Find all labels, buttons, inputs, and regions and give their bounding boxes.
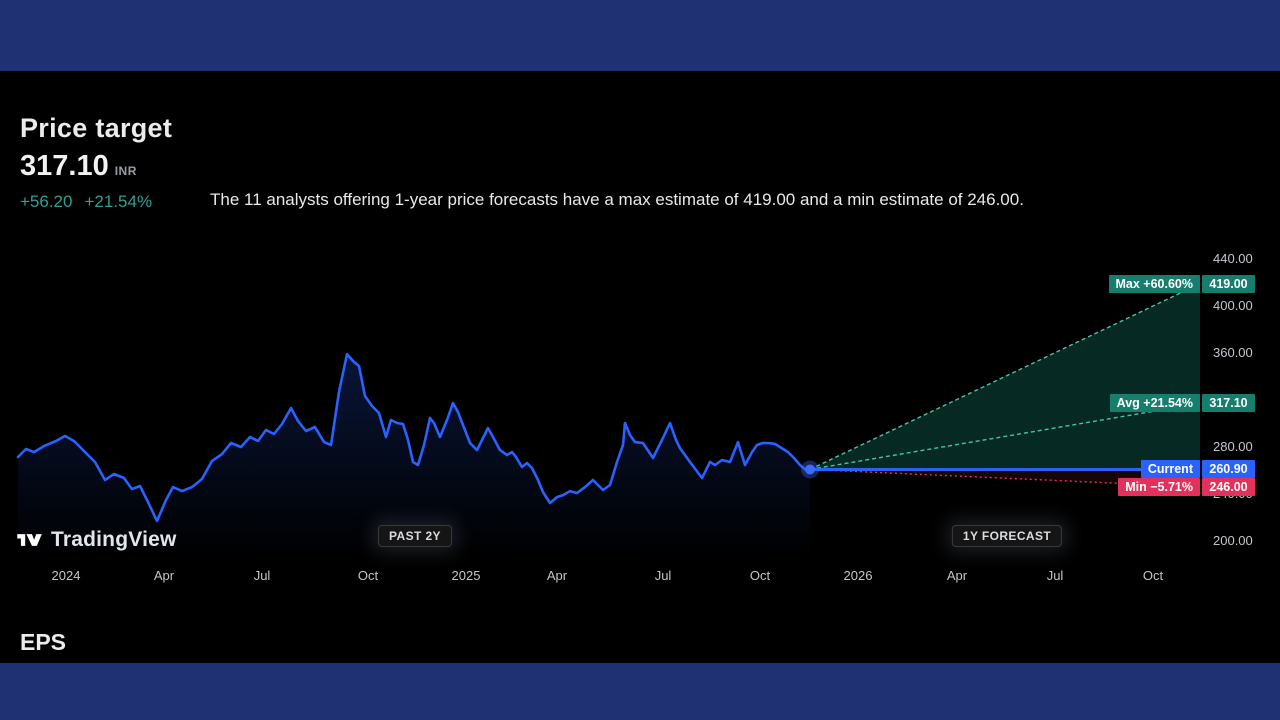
- avg-label-pill: Avg +21.54%: [1109, 394, 1200, 412]
- max-estimate-row: Max +60.60% 419.00: [1108, 275, 1255, 293]
- min-value-pill: 246.00: [1202, 478, 1255, 496]
- price-change: +56.20 +21.54%: [20, 192, 152, 212]
- y-axis-tick: 280.00: [1213, 439, 1253, 454]
- x-axis-tick: Jul: [253, 568, 271, 583]
- x-axis-tick: 2025: [451, 568, 481, 583]
- current-label-pill: Current: [1140, 460, 1200, 478]
- x-axis-tick: Jul: [654, 568, 672, 583]
- current-point-dot: [805, 464, 815, 475]
- x-axis-tick: Apr: [946, 568, 968, 583]
- history-line: [16, 352, 812, 523]
- x-axis-tick: Oct: [1142, 568, 1164, 583]
- forecast-1y-badge: 1Y FORECAST: [951, 525, 1063, 547]
- bottom-navy-bar: [0, 663, 1280, 720]
- page-title: Price target: [20, 113, 173, 143]
- avg-value-pill: 317.10: [1202, 394, 1255, 412]
- analyst-summary-text: The 11 analysts offering 1-year price fo…: [210, 190, 1024, 209]
- y-axis-tick: 400.00: [1213, 298, 1253, 313]
- eps-section-heading: EPS: [20, 629, 67, 655]
- max-forecast-line: [809, 283, 1201, 471]
- y-axis-tick: 360.00: [1213, 345, 1253, 360]
- price-value: 317.10: [20, 150, 109, 182]
- max-value-pill: 419.00: [1202, 275, 1255, 293]
- x-axis-tick: Apr: [153, 568, 175, 583]
- avg-estimate-row: Avg +21.54% 317.10: [1109, 394, 1255, 412]
- x-axis-tick: Oct: [357, 568, 379, 583]
- y-axis-tick: 440.00: [1213, 251, 1253, 266]
- history-area-fill: [18, 354, 810, 558]
- change-percent: +21.54%: [84, 192, 153, 211]
- top-navy-bar: [0, 0, 1280, 71]
- change-absolute: +56.20: [20, 192, 73, 211]
- current-price-row: Current 260.90: [1140, 460, 1255, 478]
- price-target-value: 317.10 INR: [20, 150, 137, 183]
- currency-label: INR: [114, 164, 137, 178]
- past-2y-badge: PAST 2Y: [378, 525, 452, 547]
- current-value-pill: 260.90: [1202, 460, 1255, 478]
- tradingview-logo[interactable]: TradingView: [16, 527, 177, 553]
- tradingview-logo-icon: [16, 527, 43, 553]
- avg-forecast-line: [809, 402, 1201, 471]
- x-axis-tick: 2024: [51, 568, 81, 583]
- tradingview-logo-text: TradingView: [51, 528, 177, 551]
- min-estimate-row: Min −5.71% 246.00: [1118, 478, 1255, 496]
- max-label-pill: Max +60.60%: [1108, 275, 1200, 293]
- x-axis-tick: Jul: [1046, 568, 1064, 583]
- x-axis-tick: Oct: [749, 568, 771, 583]
- x-axis-tick: 2026: [843, 568, 873, 583]
- x-axis-tick: Apr: [546, 568, 568, 583]
- y-axis-tick: 200.00: [1213, 533, 1253, 548]
- min-label-pill: Min −5.71%: [1118, 478, 1200, 496]
